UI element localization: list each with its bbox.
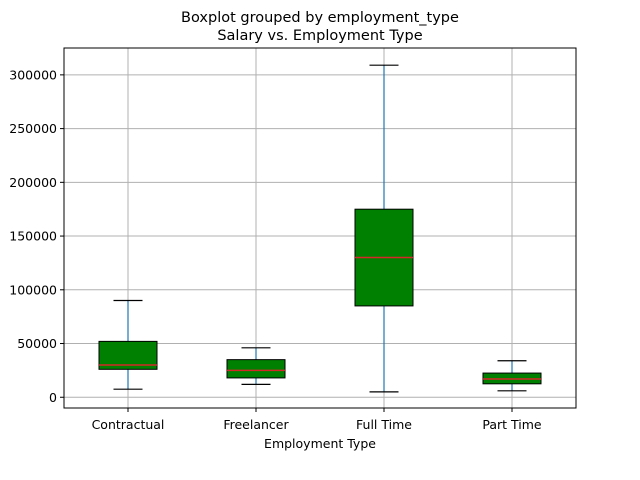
y-tick-label: 300000 xyxy=(9,67,57,82)
y-tick-label: 200000 xyxy=(9,175,57,190)
y-tick-label: 50000 xyxy=(17,336,57,351)
box-iqr xyxy=(226,359,286,379)
x-tick-label: Part Time xyxy=(482,417,542,432)
boxes xyxy=(98,64,542,393)
y-tick-label: 100000 xyxy=(9,282,57,297)
plot-area-frame xyxy=(63,47,577,409)
y-tick-label: 250000 xyxy=(9,121,57,136)
y-tick-label: 0 xyxy=(49,390,57,405)
x-axis-label: Employment Type xyxy=(264,436,376,451)
x-tick-label: Full Time xyxy=(356,417,412,432)
x-tick-label: Contractual xyxy=(92,417,165,432)
tick-marks: 0 50000 100000 150000 200000 250000 300000 Cont… xyxy=(9,67,542,432)
y-tick-label: 150000 xyxy=(9,229,57,244)
x-tick-label: Freelancer xyxy=(223,417,289,432)
chart-title: Salary vs. Employment Type xyxy=(217,28,422,44)
chart-suptitle: Boxplot grouped by employment_type xyxy=(181,10,459,26)
